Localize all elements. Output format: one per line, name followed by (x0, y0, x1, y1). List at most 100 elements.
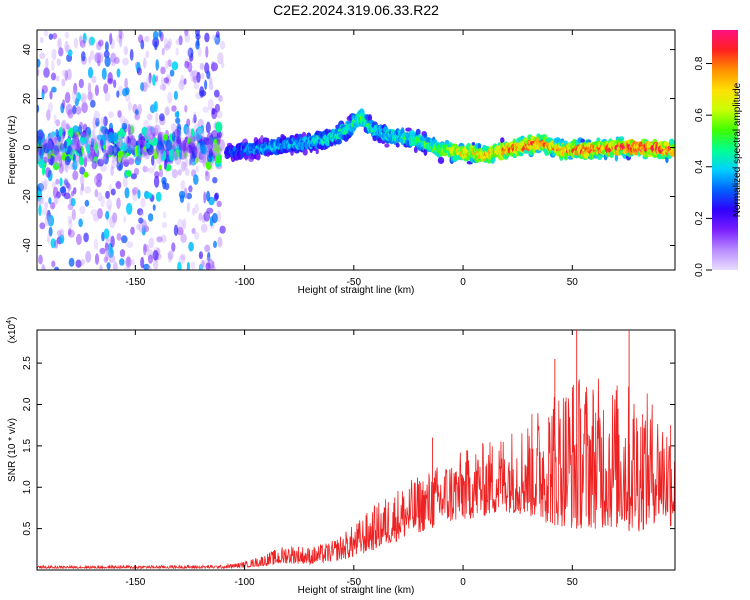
y-tick-label: 20 (22, 93, 33, 105)
spectrogram-cell (119, 35, 123, 48)
spectrogram-cell (563, 155, 569, 161)
spectrogram-cell (161, 47, 165, 56)
spectrogram-cell (72, 105, 77, 115)
colorbar-label: Normalized spectral amplitude (732, 82, 743, 217)
spectrogram-cell (102, 148, 107, 160)
spectrogram-cell (68, 228, 72, 236)
spectrogram-cell (175, 117, 181, 124)
spectrogram-cell (99, 264, 103, 270)
x-tick-label: 0 (460, 577, 466, 588)
spectrogram-cell (155, 59, 159, 71)
spectrogram-cell (167, 91, 173, 104)
spectrogram-cell (182, 139, 187, 152)
spectrogram-cell (37, 89, 40, 100)
spectrogram-cell (145, 192, 153, 199)
spectrogram-cell (131, 258, 135, 266)
spectrogram-cell (125, 256, 132, 268)
spectrogram-cell (186, 126, 192, 136)
spectrogram-cell (126, 241, 134, 249)
spectrogram-cell (51, 86, 57, 93)
spectrogram-cell (143, 57, 147, 69)
spectrogram-cell (477, 143, 481, 150)
spectrogram-cell (103, 116, 108, 127)
spectrogram-cell (171, 105, 177, 112)
spectrogram-cell (119, 31, 124, 40)
spectrogram-cell (87, 82, 92, 94)
spectrogram-cell (127, 123, 131, 136)
spectrogram-cell (122, 57, 129, 66)
spectrogram-cell (141, 81, 148, 92)
spectrogram-cell (105, 190, 110, 199)
spectrogram-cell (137, 208, 144, 216)
spectrogram-cell (155, 191, 162, 202)
spectrogram-cell (127, 101, 132, 111)
spectrogram-cell (60, 143, 65, 151)
spectrogram-cell (56, 230, 62, 237)
spectrogram-cell (88, 36, 95, 46)
spectrogram-cell (205, 45, 209, 58)
spectrogram-cell (82, 38, 87, 45)
spectrogram-cell (74, 159, 81, 167)
spectrogram-cell (62, 129, 66, 137)
bottom-x-ticks: -150 -100 -50 0 50 (125, 330, 578, 588)
spectrogram-cell (41, 265, 46, 270)
spectrogram-cell (68, 257, 75, 267)
spectrogram-cell (116, 68, 121, 78)
bottom-y-ticks: 0.5 1.0 1.5 2.0 2.5 (22, 356, 675, 536)
spectrogram-cell (37, 104, 40, 113)
spectrogram-cell (437, 156, 445, 164)
spectrogram-cell (85, 131, 90, 139)
spectrogram-cell (203, 211, 211, 222)
spectrogram-cell (121, 235, 128, 244)
colorbar-ticks: 0.0 0.2 0.4 0.6 0.8 (694, 56, 712, 277)
spectrogram-cell (176, 136, 182, 144)
spectrogram-cell (213, 89, 220, 98)
spectrogram-cell (47, 150, 53, 160)
spectrogram-cell (63, 192, 71, 200)
spectrogram-cell (154, 75, 159, 83)
spectrogram-cell (101, 67, 107, 80)
spectrogram-cell (59, 186, 66, 194)
spectrogram-cell (78, 78, 84, 89)
spectrogram-cell (125, 170, 132, 177)
spectrogram-cell (78, 156, 84, 166)
spectrogram-cell (62, 99, 66, 109)
spectrogram-cell (39, 222, 46, 230)
spectrogram-cell (63, 177, 69, 189)
spectrogram-cell (37, 68, 40, 77)
spectrogram-cell (57, 38, 62, 49)
spectrogram-cell (117, 137, 124, 148)
spectrogram-cell (60, 145, 65, 156)
spectrogram-cell (79, 131, 87, 138)
spectrogram-cell (124, 266, 131, 270)
y-tick-label: 1.0 (22, 480, 33, 494)
spectrogram-cell (134, 109, 139, 116)
spectrogram-cell (187, 61, 193, 73)
top-x-axis-label: Height of straight line (km) (298, 285, 415, 296)
spectrogram-cell (194, 203, 199, 214)
spectrogram-cell (145, 50, 150, 59)
spectrogram-cell (91, 160, 98, 170)
spectrogram-cell (195, 40, 200, 50)
spectrogram-cell (193, 174, 199, 185)
spectrogram-cell (159, 113, 165, 122)
spectrogram-cell (111, 160, 116, 169)
spectrogram-cell (199, 62, 204, 70)
spectrogram-cell (143, 244, 150, 252)
spectrogram-cell (159, 83, 167, 91)
x-tick-label: 50 (567, 577, 579, 588)
spectrogram-cell (59, 228, 65, 238)
spectrogram-cell (103, 228, 110, 240)
spectrogram-cell (671, 143, 675, 150)
spectrogram-cell (67, 163, 74, 170)
spectrogram-cell (72, 136, 78, 146)
spectrogram-cell (87, 91, 93, 101)
spectrogram-cell (671, 149, 675, 157)
spectrogram-cell (157, 140, 163, 151)
spectrogram-cell (500, 137, 505, 144)
spectrogram-cell (138, 34, 144, 44)
spectrogram-cell (48, 226, 53, 237)
spectrogram-cell (148, 167, 155, 174)
spectrogram-cell (61, 78, 66, 87)
spectrogram-cell (83, 171, 89, 178)
